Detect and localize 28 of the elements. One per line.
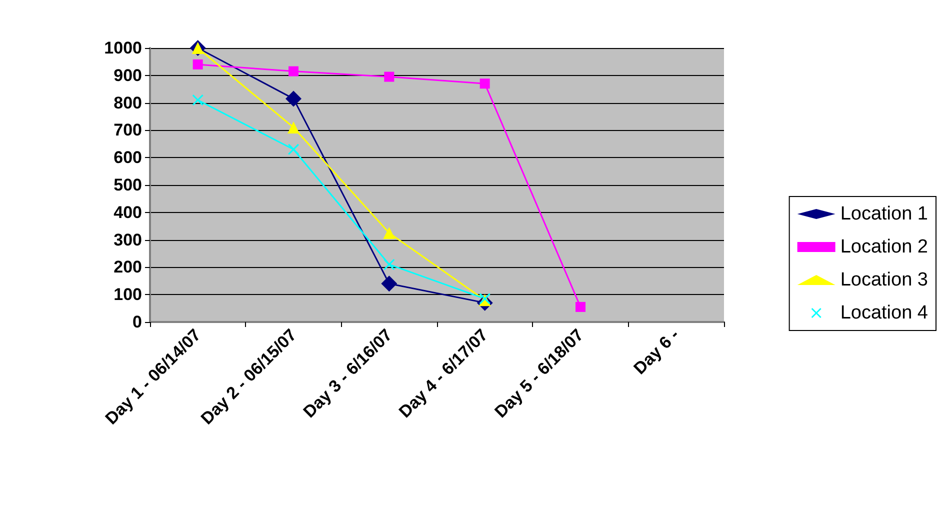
y-tick-label: 900 [114,66,142,85]
y-tick-label: 400 [114,202,142,222]
y-tick-label: 700 [114,120,142,140]
legend-label: Location 4 [840,302,928,324]
y-tick-label: 200 [114,258,142,277]
point [480,78,490,89]
point [384,258,395,270]
x-tick-label: Day 6 - [630,325,683,378]
y-tick-label: 600 [114,148,142,168]
point [288,144,299,155]
y-tick-label: 0 [132,312,142,332]
y-tick-label: 300 [114,230,142,250]
point [576,302,586,312]
point [288,66,298,76]
point [192,94,204,106]
point [384,72,394,82]
point [288,121,300,134]
point [383,226,396,239]
legend-label: Location 2 [840,236,928,258]
y-tick-label: 100 [114,285,142,304]
y-tick-label: 1000 [104,38,142,58]
legend-label: Location 1 [840,204,928,224]
y-tick-label: 500 [114,176,142,194]
point [381,276,398,292]
point [286,90,302,107]
point [192,59,203,70]
legend-label: Location 3 [840,270,928,290]
y-tick-label: 800 [114,93,142,112]
